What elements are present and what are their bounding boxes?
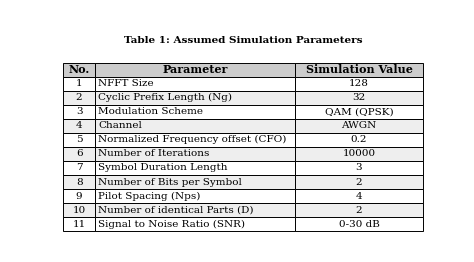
Bar <box>95 203 295 217</box>
Bar <box>295 147 423 161</box>
Text: 128: 128 <box>349 79 369 88</box>
Bar <box>63 119 95 133</box>
Bar <box>295 217 423 231</box>
Bar <box>63 63 95 77</box>
Bar <box>95 217 295 231</box>
Bar <box>295 91 423 105</box>
Bar <box>95 147 295 161</box>
Text: 10000: 10000 <box>342 149 375 159</box>
Text: Pilot Spacing (Nps): Pilot Spacing (Nps) <box>98 192 201 201</box>
Text: Modulation Scheme: Modulation Scheme <box>98 107 203 116</box>
Text: 3: 3 <box>76 107 82 116</box>
Bar <box>63 175 95 189</box>
Text: Symbol Duration Length: Symbol Duration Length <box>98 163 228 172</box>
Text: Simulation Value: Simulation Value <box>306 64 412 75</box>
Bar <box>95 91 295 105</box>
Text: Cyclic Prefix Length (Ng): Cyclic Prefix Length (Ng) <box>98 93 232 102</box>
Bar <box>95 119 295 133</box>
Text: Normalized Frequency offset (CFO): Normalized Frequency offset (CFO) <box>98 135 287 144</box>
Text: Parameter: Parameter <box>163 64 228 75</box>
Bar <box>95 133 295 147</box>
Bar <box>95 77 295 91</box>
Bar <box>63 189 95 203</box>
Text: 1: 1 <box>76 79 82 88</box>
Text: 0.2: 0.2 <box>351 135 367 144</box>
Bar <box>63 133 95 147</box>
Bar <box>295 119 423 133</box>
Text: 32: 32 <box>352 93 365 102</box>
Text: 3: 3 <box>356 163 362 172</box>
Bar <box>95 189 295 203</box>
Text: 5: 5 <box>76 135 82 144</box>
Text: 9: 9 <box>76 192 82 201</box>
Text: AWGN: AWGN <box>341 121 377 130</box>
Text: 4: 4 <box>356 192 362 201</box>
Text: Table 1: Assumed Simulation Parameters: Table 1: Assumed Simulation Parameters <box>124 36 362 46</box>
Bar <box>295 175 423 189</box>
Text: 2: 2 <box>356 178 362 187</box>
Bar <box>63 77 95 91</box>
Bar <box>295 77 423 91</box>
Bar <box>295 161 423 175</box>
Text: 8: 8 <box>76 178 82 187</box>
Bar <box>63 217 95 231</box>
Bar <box>95 63 295 77</box>
Bar <box>63 147 95 161</box>
Bar <box>63 203 95 217</box>
Text: 0-30 dB: 0-30 dB <box>338 220 380 229</box>
Bar <box>95 175 295 189</box>
Bar <box>63 105 95 119</box>
Bar <box>295 105 423 119</box>
Bar <box>295 63 423 77</box>
Bar <box>63 161 95 175</box>
Bar <box>295 133 423 147</box>
Text: Signal to Noise Ratio (SNR): Signal to Noise Ratio (SNR) <box>98 220 245 229</box>
Text: 11: 11 <box>73 220 86 229</box>
Text: 4: 4 <box>76 121 82 130</box>
Text: 2: 2 <box>76 93 82 102</box>
Text: NFFT Size: NFFT Size <box>98 79 154 88</box>
Text: Channel: Channel <box>98 121 142 130</box>
Text: 6: 6 <box>76 149 82 159</box>
Bar <box>95 161 295 175</box>
Text: Number of Iterations: Number of Iterations <box>98 149 210 159</box>
Text: 7: 7 <box>76 163 82 172</box>
Text: No.: No. <box>69 64 90 75</box>
Bar <box>295 203 423 217</box>
Text: QAM (QPSK): QAM (QPSK) <box>325 107 393 116</box>
Bar <box>63 91 95 105</box>
Text: 10: 10 <box>73 206 86 215</box>
Text: Number of identical Parts (D): Number of identical Parts (D) <box>98 206 254 215</box>
Bar <box>295 189 423 203</box>
Bar <box>95 105 295 119</box>
Text: 2: 2 <box>356 206 362 215</box>
Text: Number of Bits per Symbol: Number of Bits per Symbol <box>98 178 242 187</box>
